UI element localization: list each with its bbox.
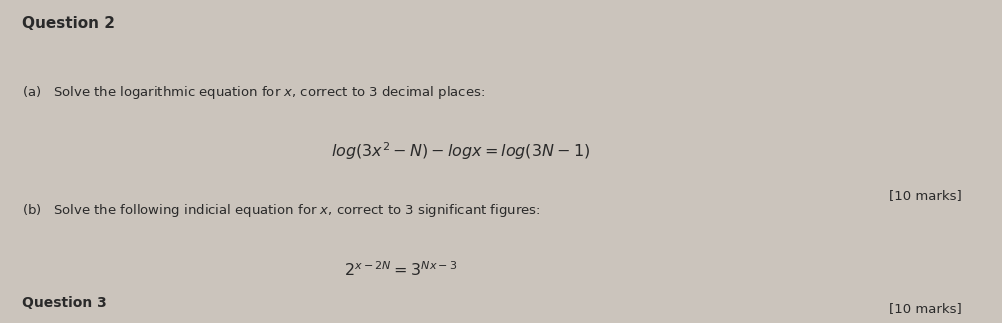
Text: $log(3x^2 - N) - logx = log(3N - 1)$: $log(3x^2 - N) - logx = log(3N - 1)$	[332, 141, 590, 162]
Text: Question 2: Question 2	[22, 16, 115, 31]
Text: (b)   Solve the following indicial equation for $x$, correct to 3 significant fi: (b) Solve the following indicial equatio…	[22, 202, 540, 219]
Text: [10 marks]: [10 marks]	[889, 189, 962, 202]
Text: $2^{x-2N} = 3^{Nx-3}$: $2^{x-2N} = 3^{Nx-3}$	[344, 260, 458, 279]
Text: Question 3: Question 3	[22, 296, 107, 310]
Text: (a)   Solve the logarithmic equation for $x$, correct to 3 decimal places:: (a) Solve the logarithmic equation for $…	[22, 84, 485, 101]
Text: [10 marks]: [10 marks]	[889, 302, 962, 315]
